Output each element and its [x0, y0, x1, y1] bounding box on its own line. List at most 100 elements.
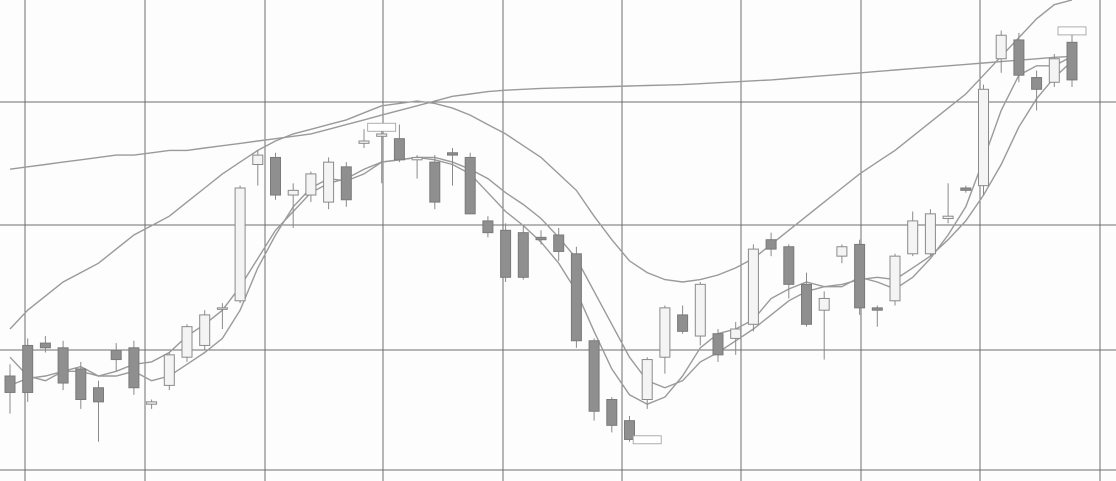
candle-body-down	[57, 347, 69, 384]
candle-body-down	[482, 220, 494, 234]
candle	[889, 253, 901, 306]
candle	[305, 171, 317, 203]
candle-body-down	[128, 347, 140, 389]
candle	[730, 321, 742, 355]
candle-body-down	[783, 246, 795, 285]
candle-body-down	[393, 138, 405, 161]
moving-average-line-4	[9, 55, 1073, 170]
candle-body-up	[818, 297, 830, 311]
moving-averages	[9, 0, 1073, 405]
candle-body-down	[765, 239, 777, 250]
candle-body-down	[854, 243, 866, 309]
candle	[1031, 70, 1043, 111]
candle	[500, 223, 512, 282]
candle	[323, 157, 335, 210]
candle-body-down	[1031, 77, 1043, 90]
candle-body-down	[39, 342, 51, 349]
candle-body-down	[464, 156, 476, 215]
candle	[429, 155, 441, 210]
candle-body-up	[305, 173, 317, 196]
candle-body-up	[216, 307, 228, 310]
candle	[517, 225, 529, 280]
candle	[553, 227, 565, 261]
candle-body-up	[252, 154, 264, 166]
price-tag	[1057, 26, 1087, 36]
candle	[588, 338, 600, 421]
candle	[836, 244, 848, 264]
candle-body-up	[659, 307, 671, 358]
price-tag	[367, 122, 397, 132]
candles	[4, 30, 1078, 442]
candle-body-down	[712, 333, 724, 356]
candle	[57, 340, 69, 391]
candle-body-up	[323, 161, 335, 203]
candle	[411, 155, 423, 179]
candle-body-down	[1066, 41, 1078, 81]
candle	[252, 150, 264, 186]
candle-body-down	[500, 229, 512, 278]
price-tag-box	[632, 435, 662, 445]
candle-body-up	[358, 140, 370, 144]
price-tag-box	[1057, 26, 1087, 36]
candle	[1066, 32, 1078, 87]
candle	[960, 185, 972, 193]
candle-body-down	[801, 283, 812, 325]
candle	[93, 380, 104, 442]
candle-body-up	[836, 246, 848, 257]
candle-body-up	[907, 220, 919, 255]
candle-body-down	[517, 232, 529, 278]
candle	[942, 183, 954, 224]
candle-body-up	[978, 88, 989, 187]
candle	[22, 338, 34, 402]
candle-body-down	[606, 399, 618, 426]
candle-body-up	[730, 328, 742, 339]
candle-body-down	[624, 420, 635, 440]
candle-body-down	[677, 314, 689, 332]
candle	[181, 324, 193, 362]
candle	[624, 415, 635, 442]
candle-body-down	[22, 344, 34, 393]
candle	[765, 232, 777, 257]
candle-body-up	[889, 255, 901, 302]
candle-body-down	[588, 340, 600, 412]
candle	[712, 329, 724, 362]
candle	[75, 361, 87, 409]
candle	[199, 310, 211, 351]
candle	[570, 246, 582, 348]
candle	[270, 152, 281, 200]
candle	[4, 364, 16, 414]
candle	[128, 340, 140, 395]
candle	[464, 152, 476, 215]
candle	[677, 305, 689, 334]
moving-average-line-3	[9, 0, 1073, 330]
candle-body-up	[376, 133, 388, 137]
candle	[659, 305, 671, 374]
candle	[110, 343, 122, 372]
candle	[393, 124, 405, 163]
candle-body-up	[163, 354, 175, 386]
candle-body-down	[871, 307, 883, 311]
candle-body-down	[535, 236, 547, 241]
candle	[907, 211, 919, 257]
candle-body-down	[93, 387, 104, 403]
candle	[447, 148, 458, 186]
candle-body-up	[199, 314, 211, 346]
price-tag-box	[367, 122, 397, 132]
candle-body-up	[146, 401, 158, 405]
candle	[1013, 32, 1025, 83]
candle	[535, 230, 547, 245]
candle-body-up	[747, 248, 759, 325]
candle-body-up	[995, 34, 1007, 60]
candle-body-down	[340, 166, 352, 201]
annotations	[367, 26, 1087, 445]
candle-body-up	[694, 283, 706, 337]
candle	[995, 30, 1007, 73]
candle	[783, 244, 795, 299]
candle	[216, 303, 228, 329]
candle-body-down	[960, 187, 972, 191]
candle	[146, 399, 158, 409]
candle-body-down	[1013, 39, 1025, 76]
candle-body-down	[270, 156, 281, 196]
